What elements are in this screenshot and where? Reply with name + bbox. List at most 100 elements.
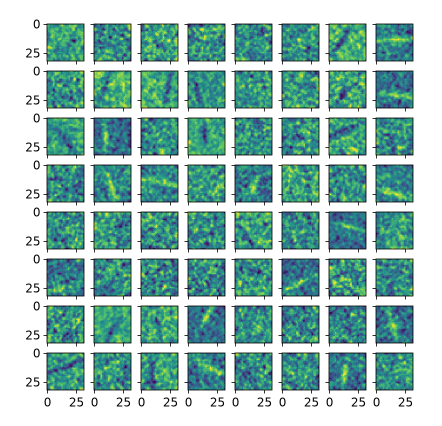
- panel-image: [376, 71, 413, 108]
- panel-image: [141, 118, 178, 155]
- panel-frame: [234, 23, 273, 62]
- panel-r5-c4: [184, 211, 226, 253]
- panel-r6-c2: [90, 258, 132, 300]
- panel-frame: [140, 117, 179, 156]
- panel-r1-c2: [90, 23, 132, 65]
- panel-image: [329, 259, 366, 296]
- panel-r3-c7: [325, 117, 367, 159]
- panel-frame: [93, 117, 132, 156]
- panel-r8-c1: [43, 352, 85, 394]
- panel-image: [94, 71, 131, 108]
- panel-image: [235, 212, 272, 249]
- panel-r2-c6: [278, 70, 320, 112]
- panel-frame: [328, 117, 367, 156]
- x-tick-label: 25: [69, 396, 84, 410]
- panel-frame: [140, 305, 179, 344]
- panel-r7-c8: [372, 305, 414, 347]
- panel-frame: [140, 258, 179, 297]
- panel-image: [141, 353, 178, 390]
- panel-frame: [46, 70, 85, 109]
- x-tick-label: 0: [185, 396, 193, 410]
- panel-frame: [140, 352, 179, 391]
- panel-frame: [328, 70, 367, 109]
- y-tick-label: 0: [33, 112, 41, 126]
- panel-frame: [328, 352, 367, 391]
- panel-r4-c4: [184, 164, 226, 206]
- panel-image: [188, 71, 225, 108]
- panel-image: [329, 353, 366, 390]
- panel-frame: [375, 70, 414, 109]
- panel-image: [141, 24, 178, 61]
- panel-image: [376, 165, 413, 202]
- panel-image: [235, 306, 272, 343]
- panel-r1-c5: [231, 23, 273, 65]
- ticks-group: 0 25 0 25 0 25 0 25 0 25 0 25 0 25 0 25 0 25 0 25 0 25 0 25 0 25 0…: [25, 18, 413, 410]
- panel-image: [188, 212, 225, 249]
- panel-r7-c4: [184, 305, 226, 347]
- panel-r3-c5: [231, 117, 273, 159]
- panel-image: [329, 24, 366, 61]
- panel-image: [376, 259, 413, 296]
- panel-r6-c1: [43, 258, 85, 300]
- panel-image: [282, 71, 319, 108]
- y-tick-label: 0: [33, 159, 41, 173]
- panel-image: [376, 306, 413, 343]
- panel-r3-c3: [137, 117, 179, 159]
- panel-frame: [93, 164, 132, 203]
- panel-r7-c5: [231, 305, 273, 347]
- panel-image: [235, 118, 272, 155]
- panel-frame: [281, 305, 320, 344]
- panel-image: [94, 165, 131, 202]
- panel-r5-c5: [231, 211, 273, 253]
- x-tick-label: 0: [138, 396, 146, 410]
- panel-image: [282, 212, 319, 249]
- panel-image: [47, 353, 84, 390]
- panel-image: [329, 118, 366, 155]
- panel-r8-c5: [231, 352, 273, 394]
- panel-image: [94, 212, 131, 249]
- panel-r6-c4: [184, 258, 226, 300]
- panel-r2-c2: [90, 70, 132, 112]
- panel-image: [329, 212, 366, 249]
- panel-frame: [281, 23, 320, 62]
- panel-image: [94, 259, 131, 296]
- panel-frame: [281, 117, 320, 156]
- panel-r4-c3: [137, 164, 179, 206]
- panel-frame: [281, 211, 320, 250]
- panels-group: [43, 23, 414, 394]
- panel-image: [235, 24, 272, 61]
- panel-image: [188, 24, 225, 61]
- panel-r3-c6: [278, 117, 320, 159]
- panel-r6-c8: [372, 258, 414, 300]
- panel-frame: [281, 352, 320, 391]
- panel-frame: [375, 164, 414, 203]
- y-tick-label: 25: [25, 93, 40, 107]
- panel-image: [188, 118, 225, 155]
- panel-frame: [46, 23, 85, 62]
- panel-frame: [328, 164, 367, 203]
- panel-frame: [328, 23, 367, 62]
- panel-image: [47, 118, 84, 155]
- panel-r1-c8: [372, 23, 414, 65]
- panel-image: [47, 259, 84, 296]
- panel-r1-c4: [184, 23, 226, 65]
- panel-r5-c7: [325, 211, 367, 253]
- y-tick-label: 0: [33, 347, 41, 361]
- panel-image: [94, 353, 131, 390]
- panel-image: [141, 165, 178, 202]
- panel-image: [188, 259, 225, 296]
- panel-image: [141, 259, 178, 296]
- panel-image: [188, 353, 225, 390]
- panel-frame: [187, 258, 226, 297]
- panel-r7-c6: [278, 305, 320, 347]
- panel-image: [282, 259, 319, 296]
- panel-r1-c1: [43, 23, 85, 65]
- panel-image: [47, 165, 84, 202]
- panel-r2-c3: [137, 70, 179, 112]
- panel-r3-c8: [372, 117, 414, 159]
- panel-r3-c2: [90, 117, 132, 159]
- panel-image: [47, 212, 84, 249]
- panel-image: [94, 306, 131, 343]
- panel-frame: [375, 258, 414, 297]
